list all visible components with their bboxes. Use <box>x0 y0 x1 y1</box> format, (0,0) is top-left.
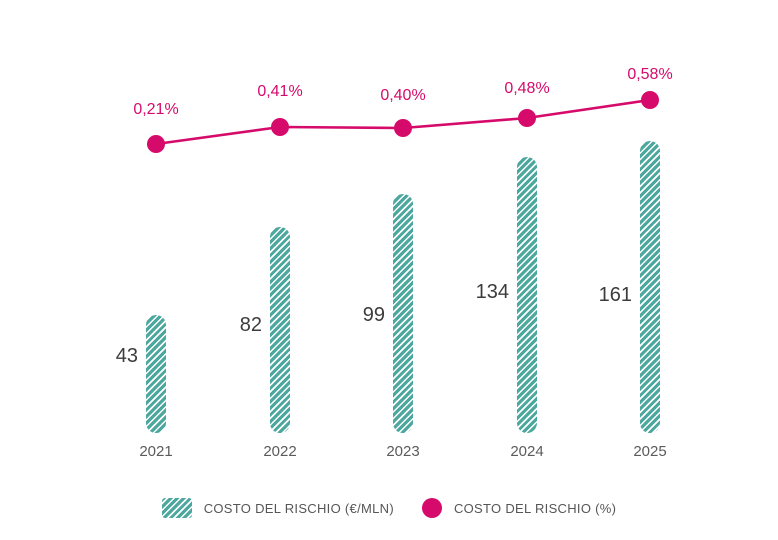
line-dot-swatch-icon <box>421 498 442 518</box>
bar-value-label-2022: 82 <box>239 314 262 336</box>
bar-2021 <box>146 315 166 433</box>
x-axis-label-2023: 2023 <box>386 443 420 460</box>
x-axis-label-2022: 2022 <box>263 443 297 460</box>
line-point-2024 <box>518 109 536 127</box>
bar-2024 <box>517 157 537 433</box>
bar-2025 <box>640 141 660 433</box>
bar-value-label-2025: 161 <box>598 284 632 306</box>
legend-label-line-series: COSTO DEL RISCHIO (%) <box>453 500 617 516</box>
line-path <box>155 98 651 146</box>
x-axis-label-2021: 2021 <box>139 443 173 460</box>
chart-legend: COSTO DEL RISCHIO (€/MLN) COSTO DEL RISC… <box>0 492 778 524</box>
line-point-2021 <box>147 135 165 153</box>
bar-value-label-2024: 134 <box>475 281 509 303</box>
x-axis-label-2024: 2024 <box>510 443 544 460</box>
legend-label-bar-series: COSTO DEL RISCHIO (€/MLN) <box>203 500 394 516</box>
line-point-2023 <box>394 119 412 137</box>
legend-item-line-series: COSTO DEL RISCHIO (%) <box>421 498 617 518</box>
line-point-2022 <box>271 118 289 136</box>
bar-value-label-2021: 43 <box>115 345 138 367</box>
bar-2023 <box>393 194 413 433</box>
line-value-label-2022: 0,41% <box>257 83 303 100</box>
line-value-label-2023: 0,40% <box>380 87 426 104</box>
bar-value-label-2023: 99 <box>362 304 385 326</box>
legend-item-bar-series: COSTO DEL RISCHIO (€/MLN) <box>161 498 394 518</box>
line-value-label-2021: 0,21% <box>133 101 179 118</box>
line-value-label-2024: 0,48% <box>504 80 550 97</box>
x-axis-label-2025: 2025 <box>633 443 667 460</box>
line-point-2025 <box>641 91 659 109</box>
bar-2022 <box>270 227 290 433</box>
hatched-bar-swatch-icon <box>161 498 192 518</box>
line-value-label-2025: 0,58% <box>627 66 673 83</box>
